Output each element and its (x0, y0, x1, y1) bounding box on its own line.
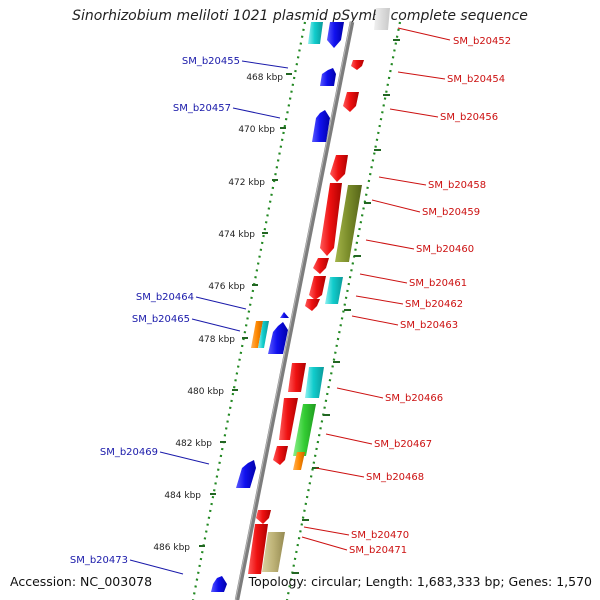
gene-sm-b20456 (343, 92, 359, 112)
gene-label[interactable]: SM_b20466 (385, 393, 443, 404)
gene-sm-b20467 (293, 404, 316, 456)
gene-sm-b20465 (251, 321, 263, 348)
tick-label: 476 kbp (208, 282, 245, 292)
gene-sm-b20470 (256, 510, 271, 524)
gene-sm-b20461 (313, 258, 329, 274)
tick-label: 486 kbp (153, 543, 190, 553)
gene-label[interactable]: SM_b20457 (173, 103, 231, 114)
gene-label[interactable]: SM_b20465 (132, 314, 190, 325)
gene-label[interactable]: SM_b20458 (428, 180, 486, 191)
accession-text: Accession: NC_003078 (10, 574, 153, 589)
gene-sm-b20468 (293, 452, 305, 470)
gene-red-e (248, 524, 268, 574)
topology-summary: Topology: circular; Length: 1,683,333 bp… (248, 574, 592, 589)
gene-label[interactable]: SM_b20452 (453, 36, 511, 47)
tick-label: 470 kbp (238, 125, 275, 135)
outer-right-track (285, 21, 402, 600)
gene-sm-b20462 (325, 277, 343, 304)
gene-red-b (288, 363, 306, 392)
gene-sm-b20463 (305, 299, 320, 311)
tick-label: 472 kbp (228, 178, 265, 188)
right-gene-labels: SM_b20452 SM_b20454 SM_b20456 SM_b20458 … (349, 36, 511, 556)
tick-label: 474 kbp (218, 230, 255, 240)
tick-marks (199, 39, 400, 574)
tick-labels: 468 kbp 470 kbp 472 kbp 474 kbp 476 kbp … (153, 73, 283, 553)
gene-sm-b20460 (320, 183, 342, 256)
gene-label[interactable]: SM_b20455 (182, 56, 240, 67)
gene-label[interactable]: SM_b20467 (374, 439, 432, 450)
gene-label[interactable]: SM_b20468 (366, 472, 424, 483)
gene-label[interactable]: SM_b20462 (405, 299, 463, 310)
inner-left-track (191, 21, 307, 600)
left-gene-labels: SM_b20455 SM_b20457 SM_b20464 SM_b20465 … (70, 56, 240, 566)
tick-label: 468 kbp (246, 73, 283, 83)
tick-label: 484 kbp (164, 491, 201, 501)
gene-sm-b20458 (330, 155, 348, 182)
gene-label[interactable]: SM_b20469 (100, 447, 158, 458)
gene-red-c (279, 398, 298, 440)
gene-gray (374, 8, 390, 30)
gene-label[interactable]: SM_b20463 (400, 320, 458, 331)
gene-label[interactable]: SM_b20473 (70, 555, 128, 566)
tick-label: 482 kbp (175, 439, 212, 449)
gene-blue-c (268, 322, 288, 354)
gene-label[interactable]: SM_b20456 (440, 112, 498, 123)
gene-red-d (273, 446, 288, 465)
gene-sm-b20454 (351, 60, 364, 70)
right-leaders (301, 27, 451, 551)
gene-blue (327, 22, 344, 48)
gene-cyan-b (258, 321, 269, 348)
gene-sm-b20455 (320, 68, 336, 86)
gene-sm-b20473 (211, 576, 227, 592)
gene-red-a (309, 276, 326, 300)
gene-sm-b20471 (262, 532, 285, 572)
gene-label[interactable]: SM_b20470 (351, 530, 409, 541)
tick-label: 480 kbp (187, 387, 224, 397)
left-leaders (129, 60, 289, 575)
gene-label[interactable]: SM_b20460 (416, 244, 474, 255)
gene-sm-b20459 (335, 185, 362, 262)
gene-label[interactable]: SM_b20454 (447, 74, 505, 85)
gene-sm-b20464 (280, 312, 289, 318)
gene-label[interactable]: SM_b20461 (409, 278, 467, 289)
gene-label[interactable]: SM_b20471 (349, 545, 407, 556)
genome-backbone-highlight (235, 21, 352, 600)
map-title: Sinorhizobium meliloti 1021 plasmid pSym… (72, 8, 528, 24)
gene-sm-b20457 (312, 110, 330, 142)
gene-features (211, 8, 390, 592)
gene-sm-b20469 (236, 460, 256, 488)
gene-sm-b20466 (305, 367, 324, 398)
tick-label: 478 kbp (198, 335, 235, 345)
gene-cyan (308, 22, 323, 44)
gene-label[interactable]: SM_b20459 (422, 207, 480, 218)
genome-backbone (234, 21, 355, 600)
gene-label[interactable]: SM_b20464 (136, 292, 194, 303)
